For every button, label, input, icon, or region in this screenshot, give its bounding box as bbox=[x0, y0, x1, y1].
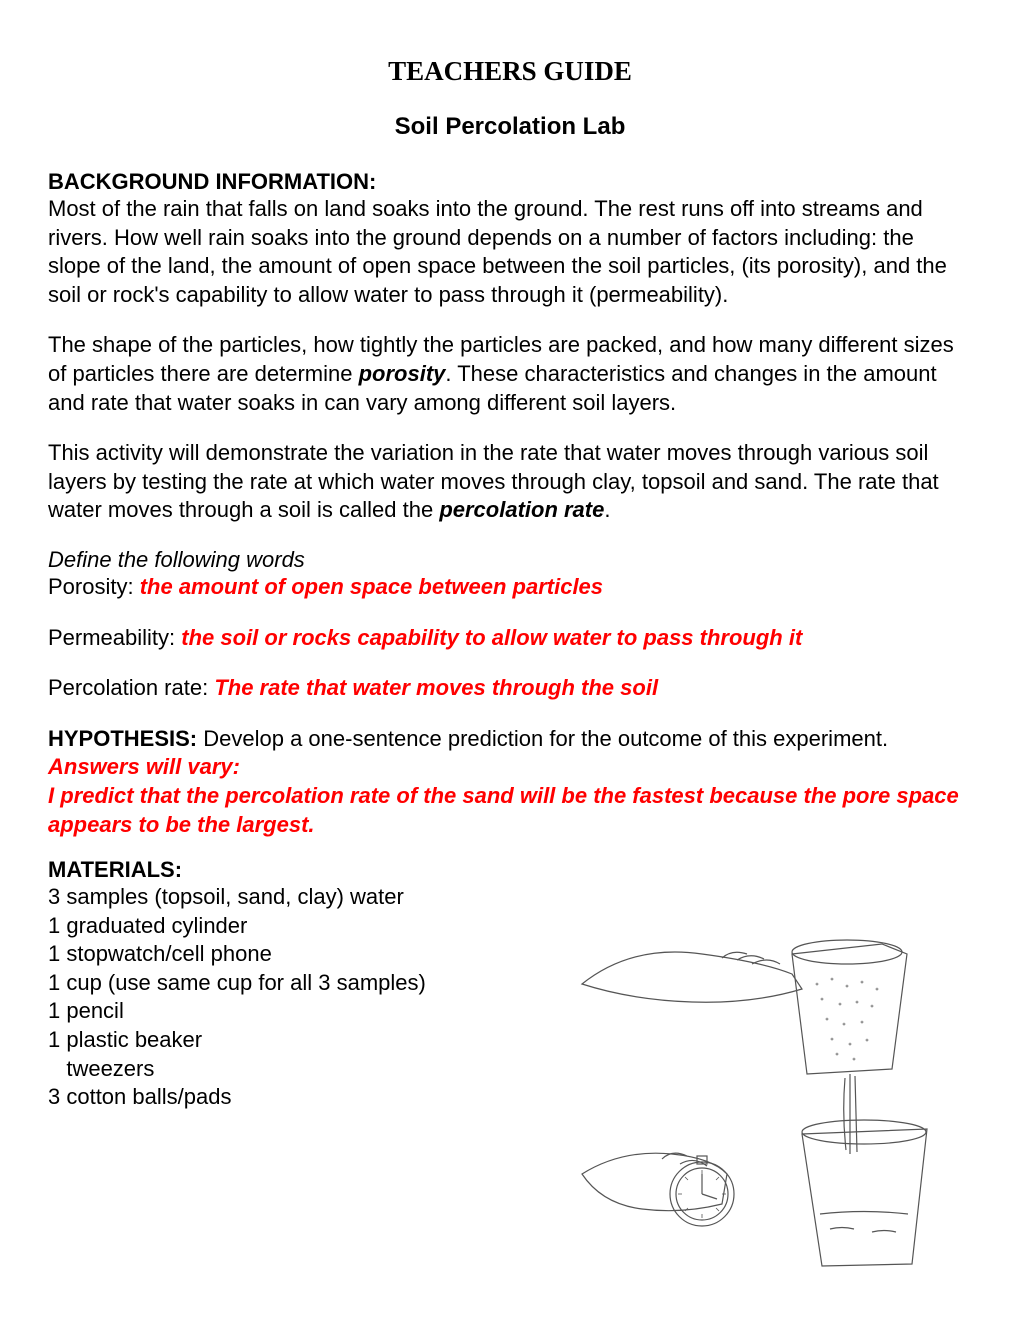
permeability-answer: the soil or rocks capability to allow wa… bbox=[181, 625, 802, 650]
hypothesis-section: HYPOTHESIS: Develop a one-sentence predi… bbox=[48, 725, 972, 839]
hypothesis-prompt: Develop a one-sentence prediction for th… bbox=[203, 726, 888, 751]
definitions-section: Define the following words Porosity: the… bbox=[48, 547, 972, 602]
materials-item: 3 samples (topsoil, sand, clay) water bbox=[48, 883, 972, 912]
background-p2-block: The shape of the particles, how tightly … bbox=[48, 331, 972, 417]
spacer bbox=[48, 652, 972, 674]
background-p2: The shape of the particles, how tightly … bbox=[48, 331, 972, 417]
hypothesis-line: HYPOTHESIS: Develop a one-sentence predi… bbox=[48, 725, 972, 754]
porosity-label: Porosity: bbox=[48, 574, 140, 599]
background-p3: This activity will demonstrate the varia… bbox=[48, 439, 972, 525]
hypothesis-answer-2: I predict that the percolation rate of t… bbox=[48, 782, 972, 839]
title-sub: Soil Percolation Lab bbox=[48, 113, 972, 141]
definitions-prompt: Define the following words bbox=[48, 547, 972, 573]
background-p1: Most of the rain that falls on land soak… bbox=[48, 195, 972, 309]
def-porosity: Porosity: the amount of open space betwe… bbox=[48, 573, 972, 602]
spacer bbox=[48, 602, 972, 624]
percolation-em: percolation rate bbox=[439, 497, 604, 522]
background-p3-block: This activity will demonstrate the varia… bbox=[48, 439, 972, 525]
percolation-label: Percolation rate: bbox=[48, 675, 214, 700]
def-percolation: Percolation rate: The rate that water mo… bbox=[48, 674, 972, 703]
percolation-answer: The rate that water moves through the so… bbox=[214, 675, 658, 700]
lab-illustration bbox=[572, 914, 972, 1274]
background-p3-post: . bbox=[604, 497, 610, 522]
porosity-em: porosity bbox=[359, 361, 446, 386]
document-page: TEACHERS GUIDE Soil Percolation Lab BACK… bbox=[0, 0, 1020, 1320]
lab-illustration-svg bbox=[572, 914, 972, 1274]
spacer bbox=[48, 703, 972, 725]
background-section: BACKGROUND INFORMATION: Most of the rain… bbox=[48, 169, 972, 309]
title-main: TEACHERS GUIDE bbox=[48, 56, 972, 87]
hypothesis-answer-1: Answers will vary: bbox=[48, 753, 972, 782]
hypothesis-heading: HYPOTHESIS: bbox=[48, 726, 203, 751]
spacer bbox=[48, 839, 972, 857]
porosity-answer: the amount of open space between particl… bbox=[140, 574, 603, 599]
permeability-label: Permeability: bbox=[48, 625, 181, 650]
background-heading: BACKGROUND INFORMATION: bbox=[48, 169, 376, 194]
def-permeability: Permeability: the soil or rocks capabili… bbox=[48, 624, 972, 653]
materials-heading: MATERIALS: bbox=[48, 857, 972, 883]
